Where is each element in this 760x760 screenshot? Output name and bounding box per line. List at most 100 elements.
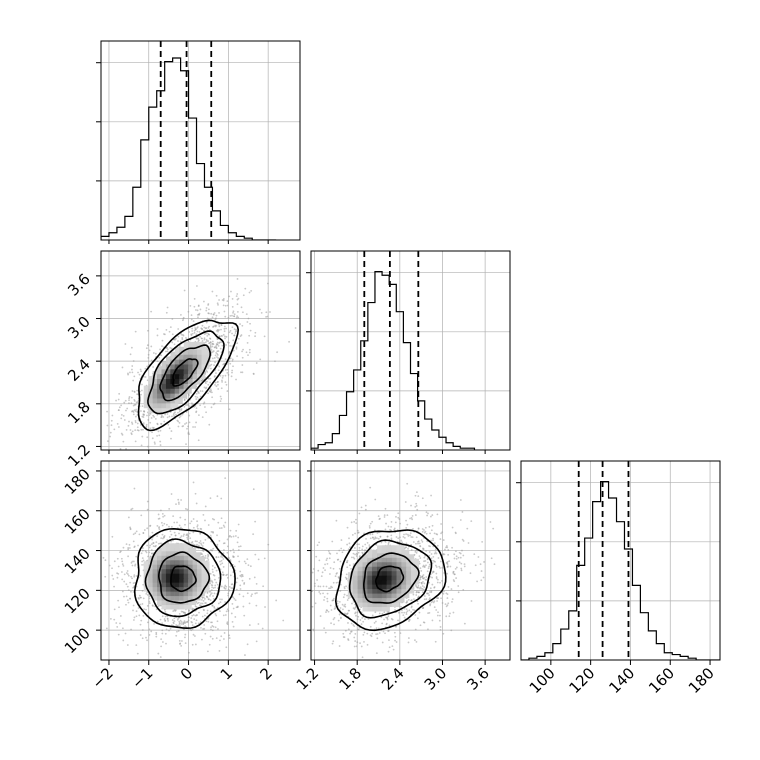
density-cell [179, 583, 188, 592]
scatter-point [430, 515, 432, 518]
scatter-point [324, 631, 327, 634]
scatter-point [330, 609, 333, 611]
scatter-point [233, 315, 235, 318]
density-cell [197, 556, 206, 565]
scatter-point [405, 608, 408, 611]
scatter-point [181, 337, 184, 339]
scatter-point [355, 614, 357, 617]
density-cell [179, 588, 188, 597]
scatter-point [388, 639, 390, 642]
hist-steps-p2 [521, 481, 720, 660]
density-cell [152, 375, 161, 384]
scatter-point [131, 371, 134, 374]
scatter-point [150, 359, 153, 362]
scatter-point [298, 555, 300, 557]
scatter-point [209, 344, 212, 346]
scatter-point [410, 536, 413, 538]
density-cell [152, 390, 161, 399]
scatter-point [414, 628, 417, 631]
scatter-point [415, 536, 418, 539]
density-cell [391, 558, 400, 567]
density-cell [192, 552, 201, 561]
scatter-point [193, 331, 196, 334]
scatter-point [228, 637, 231, 639]
scatter-point [419, 586, 422, 589]
scatter-point [431, 583, 434, 586]
scatter-point [146, 344, 149, 347]
scatter-point [174, 411, 176, 414]
scatter-point [226, 390, 229, 392]
scatter-point [406, 533, 409, 536]
scatter-point [111, 414, 114, 417]
scatter-point [233, 565, 236, 568]
density-cell [152, 592, 161, 601]
scatter-point [394, 625, 397, 628]
scatter-point [378, 612, 381, 615]
scatter-point [431, 619, 434, 622]
scatter-point [231, 326, 234, 329]
scatter-point [467, 542, 470, 544]
scatter-point [237, 337, 240, 340]
density-cell [391, 554, 400, 563]
density-cell [165, 395, 174, 404]
scatter-point [135, 615, 138, 618]
scatter-point [177, 498, 180, 501]
scatter-point [259, 358, 262, 361]
scatter-point [421, 530, 424, 533]
scatter-point [431, 514, 434, 516]
scatter-point [351, 602, 353, 605]
scatter-point [149, 412, 152, 415]
scatter-point [92, 618, 94, 620]
scatter-point [132, 413, 135, 416]
scatter-point [237, 316, 240, 319]
scatter-point [397, 537, 400, 540]
density-cell [372, 549, 381, 558]
scatter-point [267, 543, 270, 546]
scatter-point [425, 532, 428, 535]
scatter-point [113, 608, 116, 611]
density-cells-1 [143, 543, 210, 610]
scatter-point [196, 520, 198, 523]
scatter-point [217, 383, 219, 386]
density-cell [372, 563, 381, 572]
scatter-point [222, 299, 225, 302]
scatter-point [428, 611, 431, 614]
scatter-point [387, 525, 390, 528]
density-cell [401, 585, 410, 594]
density-cell [165, 390, 174, 399]
scatter-point [204, 327, 207, 330]
scatter-point [197, 439, 200, 442]
scatter-point [209, 635, 212, 638]
scatter-point [363, 532, 365, 535]
scatter-point [308, 605, 310, 607]
scatter-point [175, 634, 178, 637]
scatter-point [301, 596, 303, 598]
scatter-point [213, 375, 216, 377]
scatter-point [363, 640, 365, 643]
scatter-point [129, 528, 132, 531]
scatter-point [407, 641, 410, 644]
scatter-point [148, 597, 151, 600]
scatter-point [208, 325, 210, 328]
scatter-point [417, 527, 420, 530]
density-cell [148, 561, 157, 570]
scatter-point [391, 645, 394, 648]
density-cell [148, 579, 157, 588]
scatter-point [146, 527, 149, 530]
scatter-point [145, 551, 148, 554]
scatter-point [146, 508, 149, 511]
scatter-point [347, 628, 350, 631]
scatter-point [190, 629, 193, 632]
scatter-point [229, 329, 232, 332]
scatter-point [337, 577, 340, 579]
xtick-label-p0-4: 2 [257, 664, 276, 683]
hist-steps-p1 [311, 271, 476, 450]
scatter-point [229, 549, 232, 552]
density-cell [148, 395, 157, 404]
scatter-point [181, 413, 184, 416]
scatter-point [132, 533, 135, 536]
scatter-point [439, 629, 442, 631]
density-cell [161, 547, 170, 556]
scatter-point [208, 333, 210, 336]
scatter-point [364, 543, 367, 546]
